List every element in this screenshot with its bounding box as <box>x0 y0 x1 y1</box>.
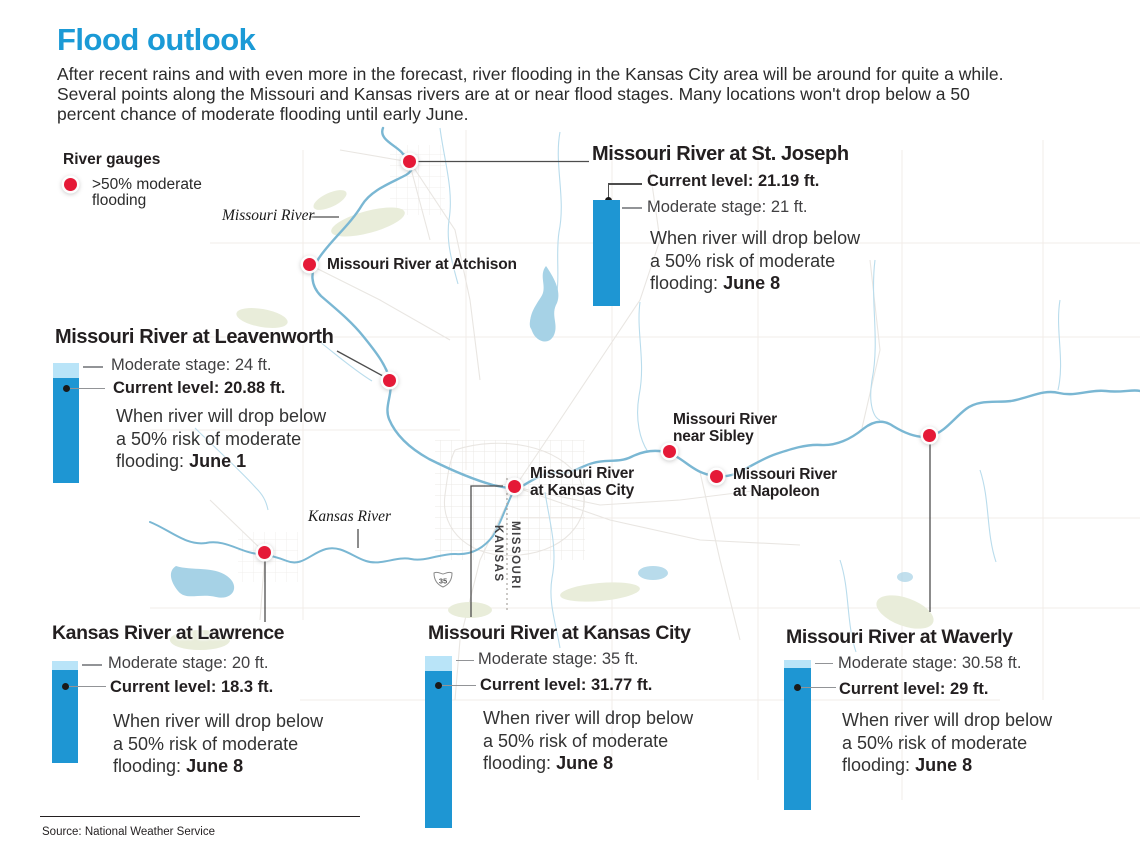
moderate-stage-tick <box>815 662 833 664</box>
current-level-text: Current level: 21.19 ft. <box>647 172 820 190</box>
gauge-callout-leavenworth: Missouri River at Leavenworth Moderate s… <box>40 320 390 490</box>
state-label-missouri: MISSOURI <box>509 521 521 590</box>
current-level-tick <box>442 684 476 686</box>
gauge-bar-moderate <box>425 656 452 671</box>
atchison-label: Missouri River at Atchison <box>327 256 517 273</box>
current-level-marker <box>794 683 801 691</box>
sibley-label: Missouri River near Sibley <box>673 411 778 445</box>
interstate-35-shield-icon: 35 <box>433 571 453 588</box>
moderate-stage-text: Moderate stage: 24 ft. <box>111 356 272 374</box>
drop-date: June 8 <box>723 273 781 293</box>
gauge-title: Missouri River at Leavenworth <box>55 326 334 348</box>
legend-gauge-dot-icon <box>64 178 77 191</box>
page-title: Flood outlook <box>57 22 256 57</box>
gauge-bar-current <box>784 668 811 810</box>
svg-text:35: 35 <box>439 577 447 586</box>
current-level-tick <box>69 685 106 687</box>
current-level-text: Current level: 29 ft. <box>839 680 989 698</box>
gauge-title: Missouri River at Kansas City <box>428 622 691 644</box>
lakes <box>170 266 913 598</box>
leader-elbow <box>607 183 609 201</box>
missouri-river-label: Missouri River <box>222 207 315 224</box>
gauge-bar-moderate <box>784 660 811 668</box>
moderate-stage-text: Moderate stage: 35 ft. <box>478 650 639 668</box>
gauge-dot-leavenworth <box>383 374 396 387</box>
moderate-stage-text: Moderate stage: 20 ft. <box>108 654 269 672</box>
gauge-dot-waverly <box>923 429 936 442</box>
gauge-bar-current <box>53 378 79 483</box>
current-level-text: Current level: 18.3 ft. <box>110 678 274 696</box>
drop-forecast-text: When river will drop below a 50% risk of… <box>113 711 324 776</box>
moderate-stage-text: Moderate stage: 21 ft. <box>647 198 808 216</box>
gauge-callout-lawrence: Kansas River at Lawrence Moderate stage:… <box>40 615 390 795</box>
drop-forecast-text: When river will drop below a 50% risk of… <box>842 710 1053 775</box>
state-label-kansas: KANSAS <box>492 525 504 583</box>
moderate-stage-tick <box>83 366 103 368</box>
current-level-text: Current level: 20.88 ft. <box>113 379 286 397</box>
legend-label: >50% moderate flooding <box>92 176 202 209</box>
gauge-callout-kansas-city: Missouri River at Kansas City Moderate s… <box>415 615 765 840</box>
st-joseph-urban-grid <box>390 145 445 215</box>
kansas-river-label: Kansas River <box>308 508 392 525</box>
intro-paragraph: After recent rains and with even more in… <box>57 64 1004 124</box>
green-patches <box>170 190 934 650</box>
current-level-tick <box>801 686 836 688</box>
gauge-dot-st-joseph <box>403 155 416 168</box>
drop-date: June 1 <box>189 451 247 471</box>
kansas-city-label: Missouri River at Kansas City <box>530 465 635 499</box>
gauge-title: Kansas River at Lawrence <box>52 622 285 644</box>
drop-forecast-text: When river will drop below a 50% risk of… <box>650 228 861 293</box>
current-level-text: Current level: 31.77 ft. <box>480 676 653 694</box>
gauge-bar-moderate <box>52 661 78 670</box>
base-map: 35 <box>149 126 1140 800</box>
drop-date: June 8 <box>915 755 973 775</box>
current-level-marker <box>61 682 69 690</box>
missouri-river-path <box>311 126 1140 490</box>
drop-date: June 8 <box>186 756 244 776</box>
gauge-dot-napoleon <box>710 470 723 483</box>
napoleon-label: Missouri River at Napoleon <box>733 466 838 500</box>
moderate-stage-tick <box>622 207 642 209</box>
leader-elbow <box>607 183 642 185</box>
current-level-tick <box>70 387 105 389</box>
moderate-stage-text: Moderate stage: 30.58 ft. <box>838 654 1022 672</box>
gauge-dot-sibley <box>663 445 676 458</box>
gauge-bar-moderate <box>53 363 79 378</box>
gauge-dot-lawrence <box>258 546 271 559</box>
gauge-dot-atchison <box>303 258 316 271</box>
drop-forecast-text: When river will drop below a 50% risk of… <box>483 708 694 773</box>
source-credit: Source: National Weather Service <box>42 826 216 838</box>
gauge-title: Missouri River at St. Joseph <box>592 143 849 165</box>
gauge-dot-kansas-city <box>508 480 521 493</box>
gauge-callout-waverly: Missouri River at Waverly Moderate stage… <box>775 615 1135 825</box>
drop-forecast-text: When river will drop below a 50% risk of… <box>116 406 327 471</box>
moderate-stage-tick <box>456 659 474 661</box>
source-divider <box>40 816 360 817</box>
legend-title: River gauges <box>63 151 161 168</box>
gauge-callout-st-joseph: Missouri River at St. Joseph Current lev… <box>590 140 930 310</box>
current-level-marker <box>62 384 70 392</box>
moderate-stage-tick <box>82 664 102 666</box>
gauge-bar-current <box>593 200 620 306</box>
current-level-marker <box>435 681 442 689</box>
gauge-bar-current <box>425 671 452 828</box>
drop-date: June 8 <box>556 753 614 773</box>
gauge-title: Missouri River at Waverly <box>786 626 1013 648</box>
